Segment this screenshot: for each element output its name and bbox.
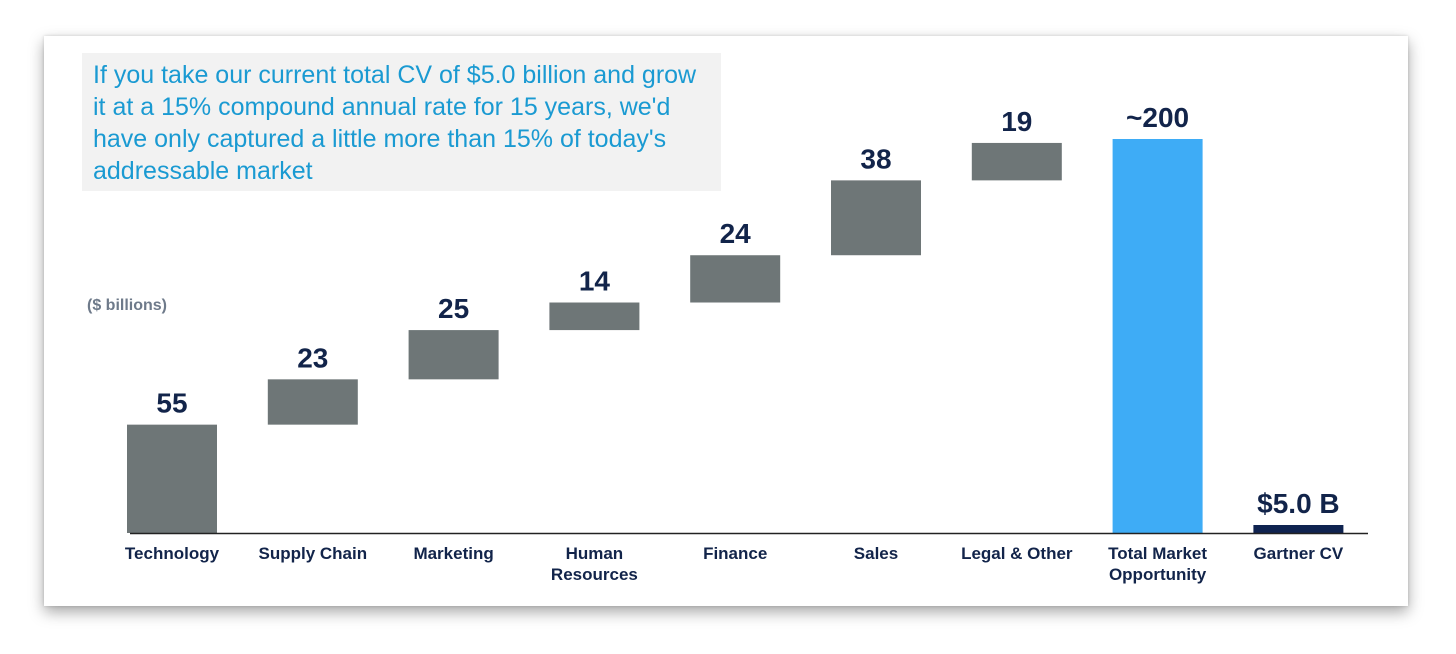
value-label: 25 [438, 293, 469, 324]
bar-gartner-cv [1253, 525, 1344, 533]
category-label: Human [566, 544, 624, 563]
bar-legal-other [971, 142, 1062, 181]
callout-box: If you take our current total CV of $5.0… [82, 53, 721, 191]
bar-marketing [408, 330, 499, 380]
category-label: Resources [551, 565, 638, 584]
bar-human-resources [549, 302, 640, 331]
category-label: Finance [703, 544, 767, 563]
value-label: 23 [297, 342, 328, 373]
category-label: Opportunity [1109, 565, 1207, 584]
callout-text: If you take our current total CV of $5.0… [93, 61, 697, 185]
value-label: 24 [720, 218, 752, 249]
value-label: ~200 [1126, 102, 1189, 133]
value-label: 55 [156, 388, 187, 419]
value-label: 38 [860, 143, 891, 174]
value-label: $5.0 B [1257, 488, 1340, 519]
category-label: Marketing [413, 544, 493, 563]
category-label: Supply Chain [258, 544, 367, 563]
category-label: Legal & Other [961, 544, 1073, 563]
value-label: 14 [579, 266, 611, 297]
bar-finance [690, 255, 781, 303]
bar-supply-chain [267, 379, 358, 425]
bar-technology [127, 424, 217, 533]
category-label: Technology [125, 544, 220, 563]
category-label: Sales [854, 544, 898, 563]
bar-sales [831, 180, 921, 256]
category-label: Gartner CV [1254, 544, 1344, 563]
bar-total-market-opportunity [1112, 139, 1203, 533]
category-label: Total Market [1108, 544, 1207, 563]
units-label: ($ billions) [87, 297, 167, 314]
value-label: 19 [1001, 106, 1032, 137]
